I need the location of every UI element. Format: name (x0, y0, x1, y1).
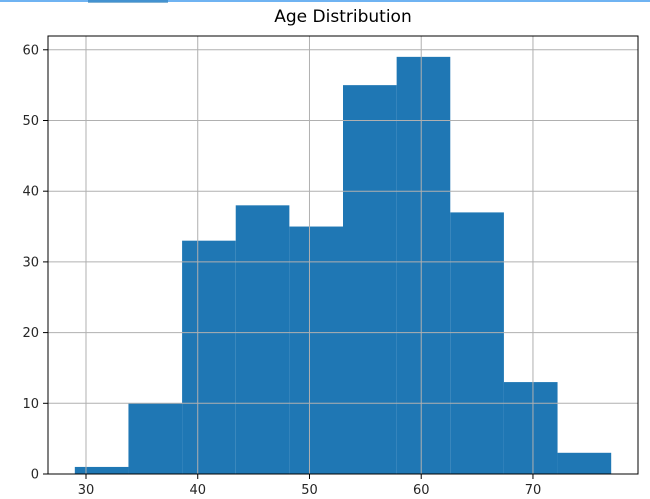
histogram-bar (235, 205, 290, 474)
x-tick-label: 40 (189, 483, 206, 498)
x-tick-label: 50 (301, 483, 318, 498)
x-tick-label: 60 (413, 483, 430, 498)
chart-title: Age Distribution (274, 7, 411, 27)
grid-lines (48, 36, 638, 475)
y-tick-label: 50 (22, 114, 39, 129)
x-tick-label: 30 (78, 483, 95, 498)
histogram-bar (74, 466, 129, 474)
top-accent-line (0, 0, 650, 2)
histogram-bar (450, 212, 504, 474)
y-tick-label: 10 (22, 397, 39, 412)
histogram-bar (503, 382, 558, 474)
histogram-bar (343, 85, 397, 474)
plot-frame (47, 35, 639, 475)
y-tick-label: 30 (22, 255, 39, 270)
axis-ticks: 30 40 50 60 70 0 10 20 30 40 50 60 (22, 43, 541, 498)
cropped-header-fragment (88, 0, 168, 3)
y-tick-label: 0 (31, 468, 39, 483)
histogram-bars (74, 56, 612, 475)
histogram-bar (557, 452, 612, 474)
y-tick-label: 60 (22, 43, 39, 58)
x-tick-label: 70 (525, 483, 542, 498)
y-tick-label: 20 (22, 326, 39, 341)
histogram-bar (128, 403, 183, 474)
histogram-bar (396, 56, 451, 475)
histogram-bar (182, 240, 236, 474)
y-tick-label: 40 (22, 185, 39, 200)
histogram-bar (289, 226, 343, 474)
